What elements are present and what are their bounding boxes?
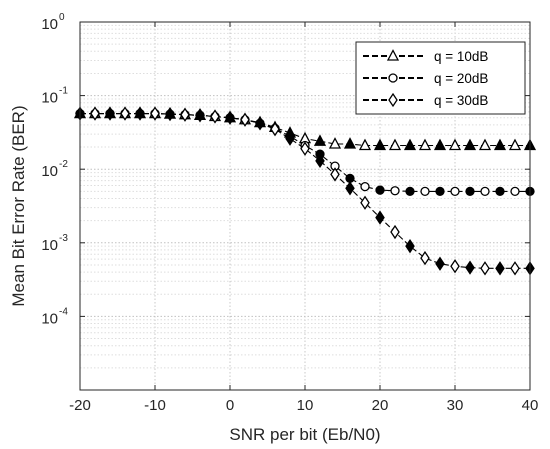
legend: q = 10dB q = 20dB q = 30dB [355,41,526,115]
data-point [478,138,492,151]
data-point [495,186,505,197]
data-point [300,141,310,156]
legend-item: q = 10dB [363,49,488,64]
y-tick-label: 10 [41,310,58,327]
data-point [390,224,400,240]
x-tick-label: -10 [144,397,166,414]
data-point [313,134,327,146]
data-point [225,110,235,125]
data-point [343,137,357,149]
y-tick-label-exponent: -4 [59,306,68,317]
legend-marker [386,49,400,61]
data-point [270,121,280,137]
data-point [435,186,445,197]
y-tick-label: 10 [41,163,58,180]
data-point [420,250,430,266]
data-point [510,186,520,197]
data-point [450,259,460,274]
data-point [390,186,400,196]
data-point [448,138,462,151]
data-point [375,185,385,195]
legend-item: q = 20dB [363,71,488,86]
x-tick-label: 30 [447,397,464,414]
legend-box [355,41,526,115]
data-point [405,238,415,254]
y-tick-label: 10 [41,237,58,254]
data-point [90,106,100,121]
y-tick-label-exponent: -3 [59,233,68,244]
data-point [405,186,415,197]
y-tick-label-exponent: 0 [59,12,65,23]
data-point [360,181,370,192]
data-point [388,138,402,151]
data-point [195,108,205,123]
data-point [315,153,325,168]
data-point [358,138,372,151]
legend-label: q = 10dB [434,49,488,64]
data-point [165,106,175,122]
data-point [360,195,370,210]
y-tick-label: 10 [41,16,58,33]
data-point [420,186,430,197]
data-point [135,106,145,121]
data-point [240,112,250,127]
legend-marker [388,73,398,83]
data-point [450,186,460,197]
series-layer [73,106,537,276]
data-point [463,138,477,151]
data-point [480,186,490,197]
y-tick-label-exponent: -2 [59,159,68,170]
data-point [418,138,432,151]
data-point [435,256,445,271]
legend-item: q = 30dB [363,92,488,108]
data-point [150,106,160,121]
data-point [180,107,190,122]
y-tick-label-exponent: -1 [59,86,68,97]
data-point [495,261,505,276]
data-point [465,186,475,197]
data-point [510,261,520,276]
data-point [433,138,447,151]
data-point [508,138,522,151]
data-point [255,116,265,131]
legend-marker [388,92,398,108]
legend-label: q = 20dB [434,71,488,86]
data-point [480,261,490,276]
data-point [210,109,220,124]
x-tick-label: 20 [372,397,389,414]
x-tick-label: -20 [69,397,91,414]
axis-labels: SNR per bit (Eb/N0) Mean Bit Error Rate (… [9,105,381,444]
data-point [403,138,417,151]
x-tick-label: 0 [226,397,234,414]
data-point [328,137,342,149]
x-axis-label: SNR per bit (Eb/N0) [229,425,380,444]
data-point [285,131,295,146]
series-diamond [75,106,535,276]
data-point [330,167,340,182]
x-tick-label: 10 [297,397,314,414]
legend-label: q = 30dB [434,93,488,108]
y-axis-label: Mean Bit Error Rate (BER) [9,105,28,306]
data-point [373,138,387,151]
y-tick-label: 10 [41,90,58,107]
data-point [465,260,475,275]
data-point [120,106,130,121]
data-point [493,138,507,151]
data-point [375,210,385,225]
data-point [105,106,115,121]
data-point [345,181,355,196]
x-tick-label: 40 [522,397,539,414]
